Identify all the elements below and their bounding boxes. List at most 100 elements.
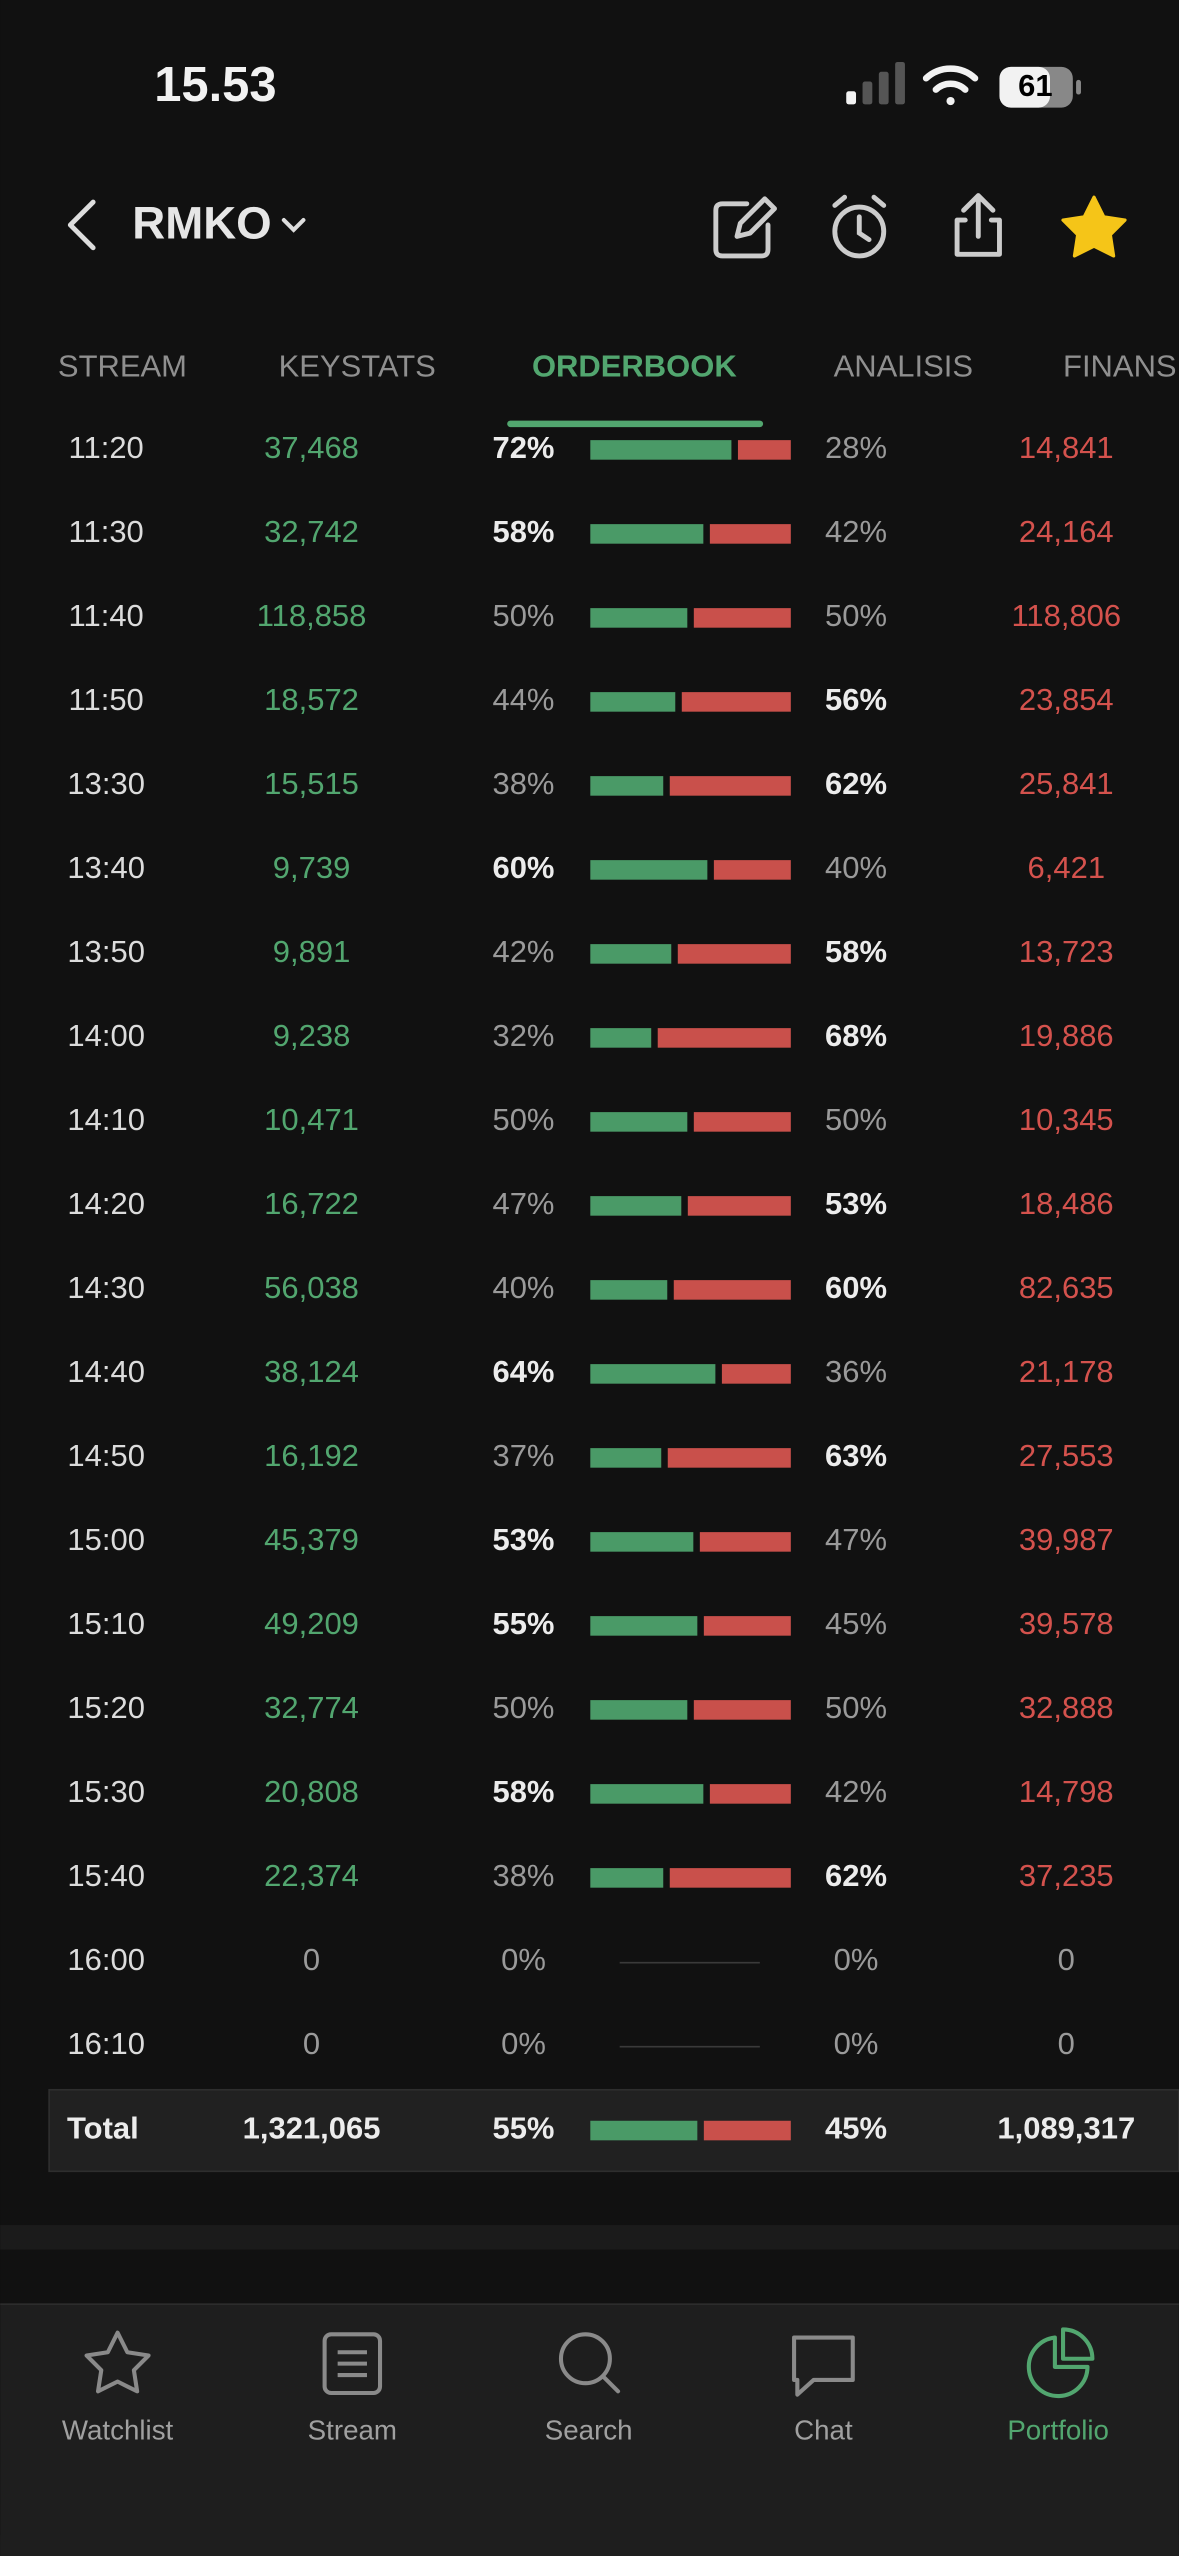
buy-volume: 37,468 — [264, 430, 359, 465]
buy-bar — [590, 1028, 652, 1048]
sell-percent: 0% — [834, 2026, 879, 2061]
sell-bar — [657, 1028, 791, 1048]
buy-percent: 38% — [492, 766, 554, 801]
sell-volume: 39,987 — [1019, 1522, 1114, 1557]
sell-volume: 0 — [1058, 1942, 1075, 1977]
ticker-dropdown[interactable] — [281, 218, 306, 233]
sell-volume: 14,798 — [1019, 1774, 1114, 1809]
row-time: 15:00 — [67, 1522, 145, 1557]
sell-bar — [669, 776, 791, 796]
total-label: Total — [67, 2111, 139, 2146]
sell-volume: 37,235 — [1019, 1858, 1114, 1893]
sell-volume: 25,841 — [1019, 766, 1114, 801]
sell-percent: 62% — [825, 766, 887, 801]
tab-underline — [507, 420, 764, 428]
buy-bar — [590, 860, 708, 880]
buy-percent: 53% — [492, 1522, 554, 1557]
sell-volume: 1,089,317 — [997, 2111, 1135, 2146]
nav-label[interactable]: Search — [545, 2414, 633, 2445]
signal-icon — [846, 61, 905, 105]
buy-volume: 20,808 — [264, 1774, 359, 1809]
buy-percent: 0% — [501, 1942, 546, 1977]
buy-volume: 32,774 — [264, 1690, 359, 1725]
sell-percent: 28% — [825, 430, 887, 465]
sell-volume: 14,841 — [1019, 430, 1114, 465]
buy-volume: 38,124 — [264, 1354, 359, 1389]
buy-volume: 16,722 — [264, 1186, 359, 1221]
sell-bar — [721, 1364, 791, 1384]
status-time: 15.53 — [154, 58, 276, 112]
edit-icon[interactable] — [713, 196, 777, 259]
share-icon[interactable] — [954, 193, 1002, 257]
row-time: 13:50 — [67, 934, 145, 969]
sell-percent: 45% — [825, 2111, 887, 2146]
row-time: 14:50 — [67, 1438, 145, 1473]
back-button[interactable] — [67, 199, 96, 251]
buy-percent: 42% — [492, 934, 554, 969]
buy-bar — [590, 692, 676, 712]
buy-percent: 32% — [492, 1018, 554, 1053]
nav-icon-stream[interactable] — [322, 2332, 383, 2396]
buy-percent: 37% — [492, 1438, 554, 1473]
sell-percent: 68% — [825, 1018, 887, 1053]
buy-bar — [590, 1196, 682, 1216]
sell-volume: 21,178 — [1019, 1354, 1114, 1389]
buy-volume: 32,742 — [264, 514, 359, 549]
buy-percent: 0% — [501, 2026, 546, 2061]
sell-bar — [687, 1196, 791, 1216]
tab[interactable]: ORDERBOOK — [532, 349, 737, 384]
sell-bar — [703, 2120, 791, 2141]
buy-volume: 0 — [303, 1942, 320, 1977]
nav-icon-watchlist[interactable] — [84, 2330, 151, 2394]
row-time: 15:30 — [67, 1774, 145, 1809]
buy-percent: 50% — [492, 1690, 554, 1725]
buy-percent: 38% — [492, 1858, 554, 1893]
battery-level: 61 — [1018, 68, 1052, 103]
nav-icon-chat[interactable] — [792, 2335, 855, 2397]
ticker[interactable]: RMKO — [132, 198, 271, 249]
nav-label[interactable]: Chat — [794, 2414, 853, 2445]
sell-percent: 56% — [825, 682, 887, 717]
buy-percent: 58% — [492, 514, 554, 549]
buy-bar — [590, 944, 672, 964]
buy-percent: 64% — [492, 1354, 554, 1389]
sell-volume: 24,164 — [1019, 514, 1114, 549]
buy-volume: 9,238 — [273, 1018, 350, 1053]
sell-volume: 13,723 — [1019, 934, 1114, 969]
nav-icon-search[interactable] — [558, 2332, 621, 2394]
buy-percent: 50% — [492, 1102, 554, 1137]
buy-volume: 118,858 — [257, 598, 367, 633]
sell-volume: 32,888 — [1019, 1690, 1114, 1725]
tab[interactable]: KEYSTATS — [279, 349, 436, 384]
sell-volume: 27,553 — [1019, 1438, 1114, 1473]
nav-label[interactable]: Watchlist — [62, 2414, 174, 2445]
sell-volume: 0 — [1058, 2026, 1075, 2061]
favorite-star[interactable] — [1061, 195, 1127, 258]
nav-icon-portfolio[interactable] — [1026, 2327, 1095, 2399]
buy-volume: 0 — [303, 2026, 320, 2061]
buy-bar — [590, 608, 688, 628]
sell-bar — [667, 1448, 791, 1468]
nav-label[interactable]: Stream — [308, 2414, 397, 2445]
sell-volume: 6,421 — [1028, 850, 1106, 885]
tab[interactable]: ANALISIS — [834, 349, 973, 384]
bottom-nav: Watchlist Stream Search Chat Portfolio — [62, 2414, 1109, 2445]
sell-bar — [703, 1616, 791, 1636]
buy-bar — [590, 1784, 704, 1804]
buy-percent: 55% — [492, 1606, 554, 1641]
buy-bar — [590, 1448, 662, 1468]
sell-percent: 50% — [825, 1102, 887, 1137]
buy-bar — [590, 1112, 688, 1132]
tab[interactable]: FINANS — [1063, 349, 1177, 384]
row-time: 15:40 — [67, 1858, 145, 1893]
nav-label[interactable]: Portfolio — [1007, 2414, 1109, 2445]
sell-percent: 60% — [825, 1270, 887, 1305]
alarm-icon[interactable] — [832, 194, 887, 259]
sell-volume: 23,854 — [1019, 682, 1114, 717]
tab[interactable]: STREAM — [58, 349, 187, 384]
sell-bar — [709, 1784, 791, 1804]
battery-icon: 61 — [999, 66, 1081, 108]
row-time: 13:40 — [67, 850, 145, 885]
